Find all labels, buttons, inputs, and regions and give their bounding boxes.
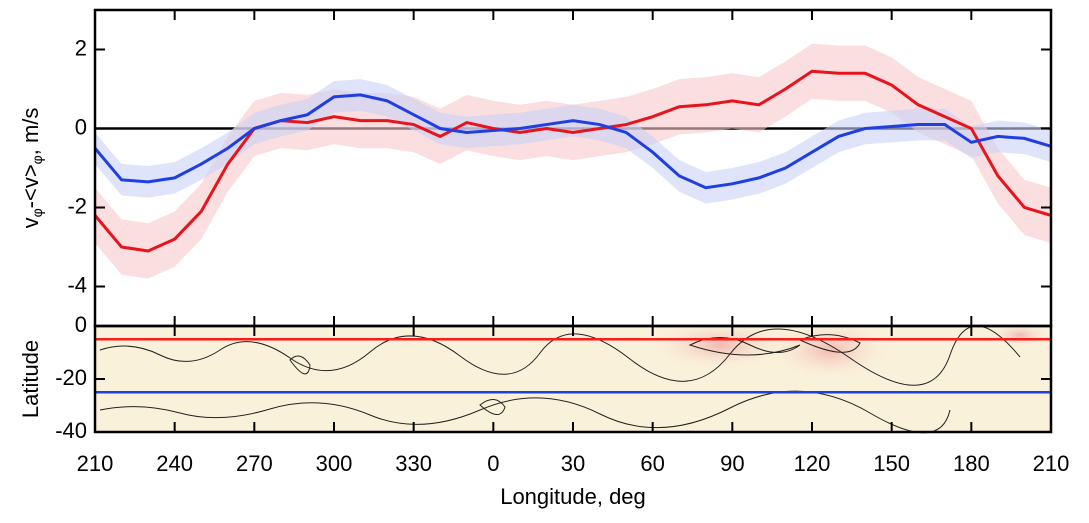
- map-background: [95, 326, 1051, 432]
- x-tick-label: 0: [487, 451, 499, 476]
- contour: [798, 334, 861, 353]
- contour: [99, 325, 1021, 386]
- y-tick-label: 0: [75, 114, 87, 139]
- y-tick-label: -40: [55, 418, 87, 443]
- x-tick-label: 30: [561, 451, 585, 476]
- x-tick-label: 210: [1033, 451, 1070, 476]
- x-tick-label: 210: [77, 451, 114, 476]
- line: [93, 93, 1052, 190]
- y-tick-label: 0: [75, 312, 87, 337]
- y-axis-label: vφ-<v>φ, m/s: [18, 108, 45, 229]
- y-axis-label: Latitude: [18, 340, 43, 418]
- y-tick-label: -20: [55, 365, 87, 390]
- y-label-part: -<v>: [18, 164, 43, 208]
- y-label-part: , m/s: [18, 108, 43, 156]
- x-tick-label: 300: [316, 451, 353, 476]
- contour: [289, 355, 311, 375]
- y-label-part: v: [18, 217, 43, 228]
- band: [95, 43, 1051, 279]
- map-shade: [650, 320, 790, 370]
- y-label-part: φ: [29, 208, 45, 217]
- plot-frame: [93, 324, 1053, 434]
- x-tick-label: 90: [720, 451, 744, 476]
- map-shade: [770, 320, 890, 380]
- y-tick-label: -2: [67, 193, 87, 218]
- y-label-part: φ: [29, 155, 45, 164]
- x-axis-label: Longitude, deg: [500, 484, 646, 509]
- band: [95, 79, 1051, 204]
- contours: [99, 325, 1021, 434]
- contour: [688, 337, 801, 356]
- y-tick-label: 2: [75, 35, 87, 60]
- x-tick-label: 180: [953, 451, 990, 476]
- y-tick-label: -4: [67, 272, 87, 297]
- x-tick-label: 150: [873, 451, 910, 476]
- x-tick-label: 270: [236, 451, 273, 476]
- contour: [479, 399, 506, 415]
- x-tick-label: 60: [640, 451, 664, 476]
- x-tick-label: 330: [395, 451, 432, 476]
- x-tick-label: 240: [156, 451, 193, 476]
- x-tick-label: 120: [794, 451, 831, 476]
- contour: [99, 390, 951, 434]
